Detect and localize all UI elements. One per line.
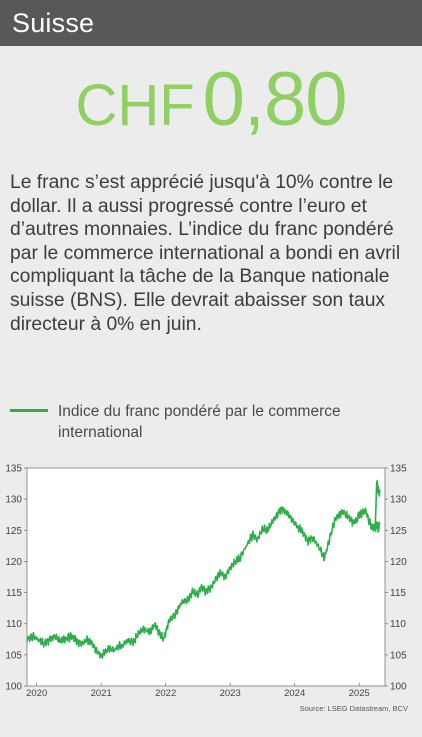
y-tick-label-left: 135 [5, 464, 22, 475]
y-tick-label-left: 115 [6, 588, 22, 599]
x-tick-label: 2020 [26, 688, 47, 699]
source-note: Source: LSEG Datastream, BCV [299, 704, 408, 713]
headline-currency: CHF [75, 73, 195, 138]
y-tick-label-right: 105 [390, 650, 407, 661]
x-tick-label: 2025 [349, 688, 370, 699]
y-tick-label-right: 115 [390, 588, 406, 599]
chart-legend: Indice du franc pondéré par le commerce … [10, 401, 412, 445]
plot-area [26, 467, 386, 687]
y-tick-label-right: 125 [390, 526, 407, 537]
x-tick-label: 2021 [91, 688, 112, 699]
headline: CHF 0,80 [0, 52, 422, 148]
chart-svg: 100 100 105 105 110 110 115 115 120 120 125 125 130 1… [5, 464, 407, 700]
chart: 100 100 105 105 110 110 115 115 120 120 125 125 130 1… [0, 456, 422, 718]
y-tick-label-left: 130 [5, 495, 22, 506]
y-tick-label-left: 100 [5, 682, 22, 693]
legend-label: Indice du franc pondéré par le commerce … [58, 403, 341, 441]
y-tick-label-right: 110 [390, 619, 406, 630]
section-title: Suisse [12, 8, 95, 38]
section-header: Suisse [0, 0, 422, 46]
body-paragraph: Le franc s’est apprécié jusqu'à 10% cont… [10, 172, 401, 335]
y-tick-label-left: 105 [5, 650, 22, 661]
legend-swatch [10, 409, 48, 412]
x-tick-label: 2023 [220, 688, 241, 699]
y-tick-label-right: 100 [390, 682, 407, 693]
y-tick-label-right: 135 [390, 464, 407, 475]
series-line [26, 479, 381, 659]
y-tick-label-left: 110 [6, 619, 22, 630]
y-tick-label-right: 130 [390, 495, 407, 506]
x-tick-label: 2022 [155, 688, 176, 699]
x-tick-label: 2024 [284, 688, 305, 699]
y-tick-label-left: 120 [5, 557, 22, 568]
y-tick-label-right: 120 [390, 557, 407, 568]
headline-value: 0,80 [202, 57, 348, 142]
y-tick-label-left: 125 [5, 526, 22, 537]
